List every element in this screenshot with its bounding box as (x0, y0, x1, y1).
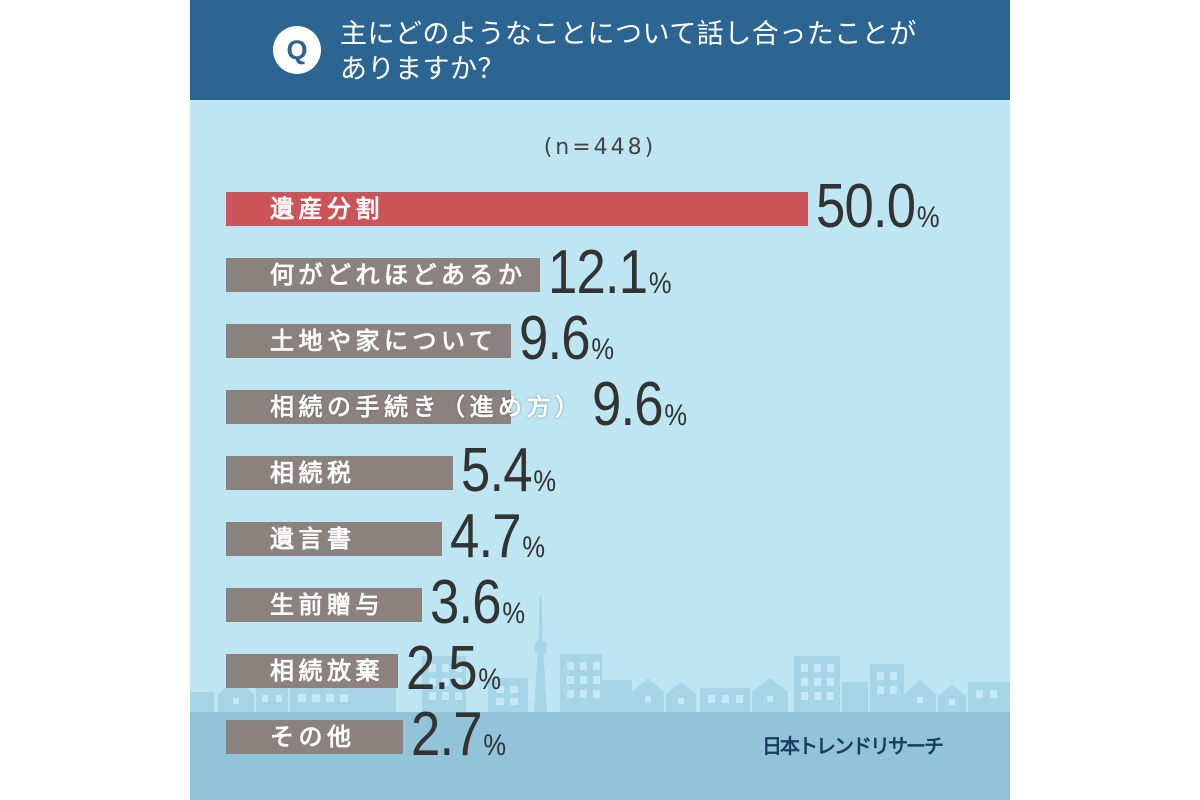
bar-label: 相続放棄 (270, 657, 384, 685)
value-label: 2.7% (411, 704, 506, 777)
value-unit: % (483, 729, 506, 762)
value-label: 9.6% (592, 374, 687, 447)
value-number: 5.4 (461, 436, 533, 505)
bar (226, 258, 540, 292)
bar-row: 相続税 5.4% (226, 440, 986, 502)
bar-row: 遺言書 4.7% (226, 506, 986, 568)
value-label: 2.5% (406, 638, 501, 711)
value-number: 50.0 (815, 172, 916, 241)
bar-chart: 遺産分割 50.0% 何がどれほどあるか 12.1% 土地や家について 9.6% 相続の手続… (190, 0, 1010, 800)
brand-logo: 日本トレンドリサーチ (762, 734, 944, 758)
question-title: 主にどのようなことについて話し合ったことが ありますか？ (340, 19, 917, 85)
header-banner: Q 主にどのようなことについて話し合ったことが ありますか？ (190, 0, 1010, 100)
bar (226, 456, 454, 490)
bar (226, 588, 422, 622)
bar-row: 相続の手続き（進め方） 9.6% (226, 374, 986, 436)
bar-row: 生前贈与 3.6% (226, 572, 986, 634)
bar-row: 相続放棄 2.5% (226, 638, 986, 700)
bar-label: 何がどれほどあるか (270, 261, 527, 289)
bar (226, 522, 442, 556)
bar (226, 192, 808, 226)
value-unit: % (664, 399, 688, 432)
infographic-panel: Q 主にどのようなことについて話し合ったことが ありますか？ (n=448) (190, 0, 1010, 800)
bar (226, 654, 398, 688)
bar-label: 遺言書 (270, 525, 356, 553)
value-number: 4.7 (449, 502, 522, 571)
value-label: 5.4% (461, 440, 556, 513)
value-label: 9.6% (519, 308, 614, 381)
value-unit: % (591, 333, 615, 366)
value-label: 4.7% (450, 506, 545, 579)
value-number: 12.1 (547, 238, 648, 307)
building-windows (233, 662, 997, 705)
value-unit: % (916, 201, 940, 234)
value-unit: % (648, 267, 672, 300)
bar-row: その他 2.7% (226, 704, 986, 766)
bar (226, 390, 512, 424)
bar-row: 何がどれほどあるか 12.1% (226, 242, 986, 304)
value-unit: % (478, 663, 502, 696)
bar-row: 土地や家について 9.6% (226, 308, 986, 370)
bar-label: 相続税 (270, 459, 356, 487)
bar-row: 遺産分割 50.0% (226, 176, 986, 238)
bar-label: 遺産分割 (270, 195, 384, 223)
bar-label: 土地や家について (270, 327, 498, 355)
value-label: 50.0% (816, 176, 940, 249)
bar (226, 324, 512, 358)
value-number: 2.7 (410, 700, 483, 769)
bar-label: その他 (270, 723, 356, 751)
value-unit: % (533, 465, 557, 498)
bar-label: 相続の手続き（進め方） (270, 393, 584, 421)
value-label: 3.6% (430, 572, 525, 645)
sample-size: (n=448) (543, 135, 657, 160)
value-unit: % (522, 531, 545, 564)
q-badge: Q (273, 26, 321, 74)
value-number: 2.5 (406, 634, 478, 703)
value-number: 3.6 (429, 568, 502, 637)
value-label: 12.1% (548, 242, 672, 315)
value-number: 9.6 (592, 370, 664, 439)
bar (226, 720, 403, 754)
bar-label: 生前贈与 (270, 591, 384, 619)
value-unit: % (501, 597, 525, 630)
value-number: 9.6 (519, 304, 591, 373)
